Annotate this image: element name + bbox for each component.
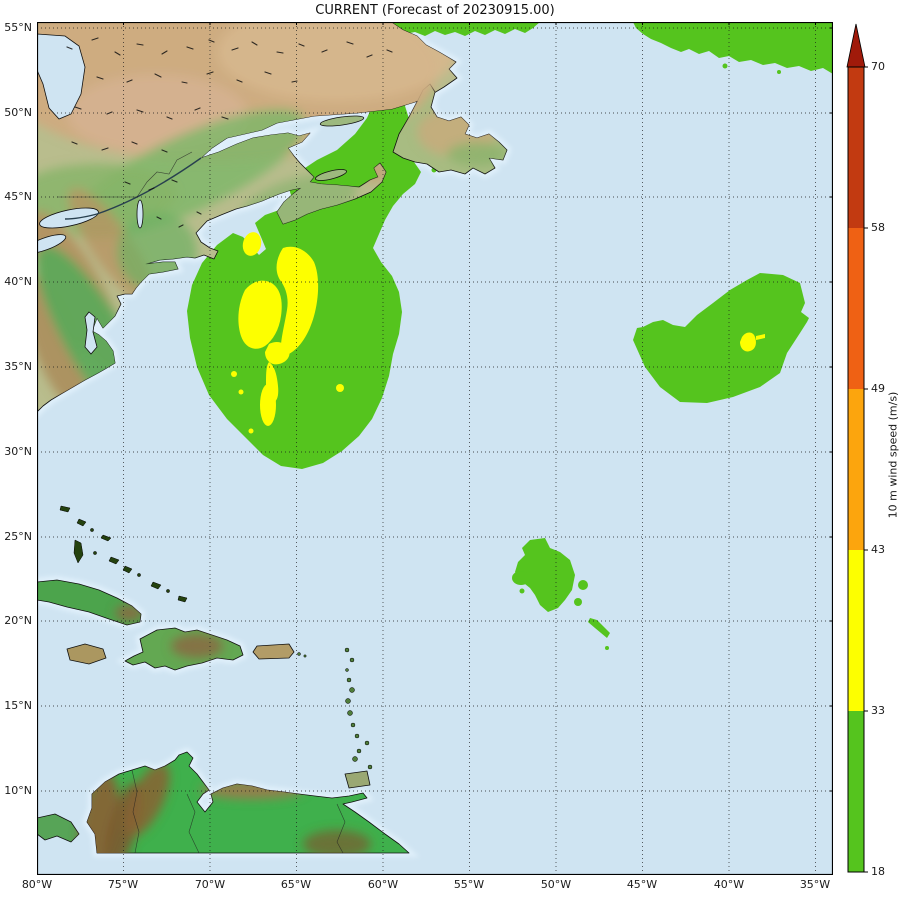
wind-core-main-storm [231, 232, 344, 434]
james-bay [37, 33, 86, 120]
x-tick-label: 50°W [540, 878, 572, 891]
lake-erie [37, 234, 67, 254]
x-tick-label: 65°W [280, 878, 312, 891]
islands-lesser-antilles [297, 647, 373, 770]
land-pei [315, 169, 347, 181]
x-tick-label: 80°W [21, 878, 53, 891]
colorbar-frame [847, 66, 865, 873]
map-canvas [37, 22, 833, 875]
x-tick-label: 60°W [367, 878, 399, 891]
wind-region-small-system [512, 538, 610, 650]
x-tick-label: 40°W [713, 878, 745, 891]
y-tick-label: 15°N [4, 699, 32, 712]
chesapeake-bay [84, 311, 98, 355]
x-tick-label: 75°W [107, 878, 139, 891]
colorbar-tick-label: 43 [871, 543, 885, 556]
wind-band-top-right [633, 22, 833, 74]
y-tick-label: 25°N [4, 530, 32, 543]
colorbar-tick-label: 70 [871, 60, 885, 73]
lake-champlain [136, 199, 144, 229]
inland-water [37, 33, 144, 355]
land-puerto-rico [252, 643, 295, 660]
land-anticosti [319, 115, 365, 127]
colorbar-ticks [864, 66, 868, 873]
x-tick-label: 70°W [194, 878, 226, 891]
y-tick-label: 55°N [4, 21, 32, 34]
axis-ticks [123, 22, 833, 792]
colorbar-extend-arrow [846, 23, 866, 68]
wind-overlay [187, 22, 833, 650]
small-lakes [66, 37, 393, 228]
y-tick-label: 30°N [4, 445, 32, 458]
y-tick-label: 50°N [4, 106, 32, 119]
colorbar-axis-label: 10 m wind speed (m/s) [886, 391, 900, 519]
st-lawrence-river [64, 157, 202, 220]
wind-dot [777, 70, 781, 74]
wind-core-east-storm [740, 332, 765, 352]
y-tick-label: 40°N [4, 275, 32, 288]
y-tick-label: 10°N [4, 784, 32, 797]
colorbar-segment-58-70 [848, 67, 864, 228]
colorbar-tick-label: 18 [871, 865, 885, 878]
colorbar-tick-label: 33 [871, 704, 885, 717]
colorbar [846, 23, 868, 873]
wind-region-east-storm [633, 273, 809, 403]
colorbar-tick-label: 49 [871, 382, 885, 395]
colorbar-segment-33-43 [848, 550, 864, 711]
colorbar-segment-49-58 [848, 228, 864, 389]
wind-dot [722, 63, 728, 69]
figure-title: CURRENT (Forecast of 20230915.00) [315, 3, 555, 18]
colorbar-tick-label: 58 [871, 221, 885, 234]
x-tick-label: 55°W [453, 878, 485, 891]
wind-band-top-left [386, 22, 540, 36]
colorbar-segment-43-49 [848, 389, 864, 550]
lake-ontario [39, 207, 99, 229]
map-frame [37, 22, 833, 875]
y-tick-label: 45°N [4, 190, 32, 203]
x-tick-label: 35°W [799, 878, 831, 891]
y-tick-label: 20°N [4, 614, 32, 627]
colorbar-segment-18-33 [848, 711, 864, 872]
land-trinidad [344, 770, 371, 789]
y-tick-label: 35°N [4, 360, 32, 373]
x-tick-label: 45°W [626, 878, 658, 891]
islands-bahamas [59, 505, 188, 603]
